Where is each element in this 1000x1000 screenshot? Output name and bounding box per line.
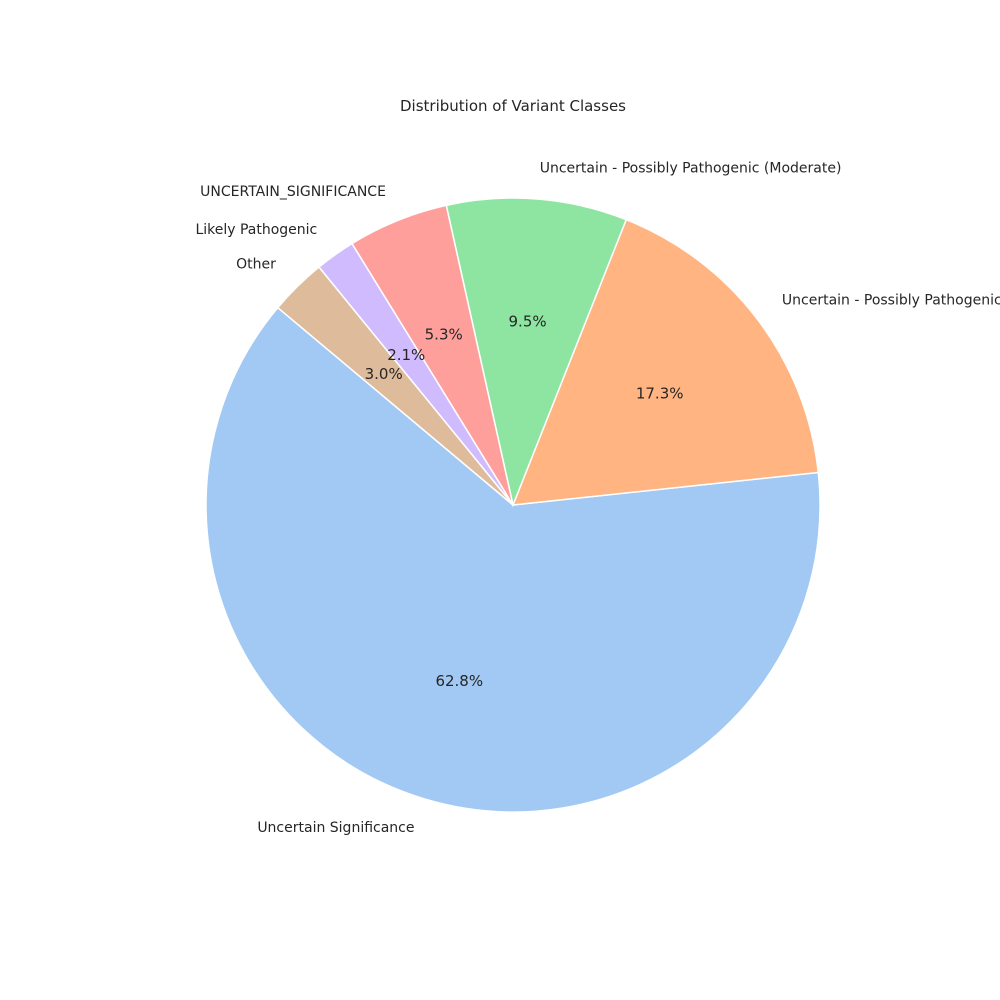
slice-label-uncertain-possibly-pathogenic-moderate: Uncertain - Possibly Pathogenic (Moderat… xyxy=(540,160,842,176)
pct-label-other: 3.0% xyxy=(365,365,403,383)
pct-label-uncertain-significance: 62.8% xyxy=(435,672,483,690)
pie-slice-uncertain-significance xyxy=(205,306,821,813)
pie-slice-uncertain-possibly-pathogenic xyxy=(511,218,820,506)
slice-label-uncertain-significance: UNCERTAIN_SIGNIFICANCE xyxy=(200,184,386,200)
slice-label-other: Other xyxy=(236,257,276,273)
chart-title: Distribution of Variant Classes xyxy=(400,97,626,115)
slice-label-uncertain-significance: Uncertain Significance xyxy=(257,820,414,836)
slice-label-uncertain-possibly-pathogenic: Uncertain - Possibly Pathogenic xyxy=(782,293,1000,309)
pie-slice-other xyxy=(276,266,514,506)
pct-label-uncertain-possibly-pathogenic: 17.3% xyxy=(636,385,684,403)
slice-label-likely-pathogenic: Likely Pathogenic xyxy=(195,222,317,238)
pct-label-uncertain-significance: 5.3% xyxy=(425,325,463,343)
pct-label-likely-pathogenic: 2.1% xyxy=(387,346,425,364)
pct-label-uncertain-possibly-pathogenic-moderate: 9.5% xyxy=(509,312,547,330)
pie-slice-uncertain-possibly-pathogenic-moderate xyxy=(445,197,628,508)
